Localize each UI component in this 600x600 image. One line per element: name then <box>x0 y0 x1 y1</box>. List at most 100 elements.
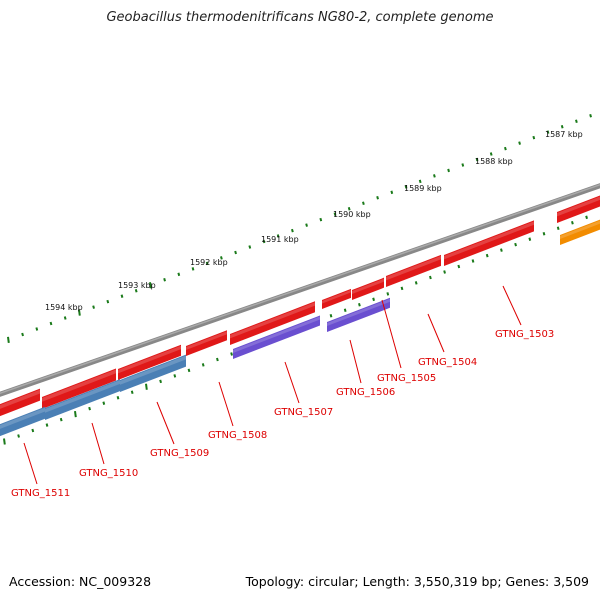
tick-mark <box>471 259 475 263</box>
tick-mark <box>418 179 422 184</box>
tick-label-1591: 1591 kbp <box>261 235 299 244</box>
tick-mark <box>92 305 95 309</box>
tick-mark <box>102 401 106 405</box>
leader-line <box>381 299 402 369</box>
tick-label-1589: 1589 kbp <box>404 184 442 193</box>
gene-feature-shine <box>352 278 384 294</box>
tick-label-1593: 1593 kbp <box>118 281 156 290</box>
tick-mark <box>134 288 138 293</box>
gene-label-gtng-1506[interactable]: GTNG_1506 <box>336 387 395 398</box>
tick-mark <box>333 212 337 216</box>
tick-mark <box>461 163 465 167</box>
tick-mark <box>528 237 532 241</box>
gene-feature <box>0 406 45 437</box>
tick-mark <box>220 256 223 260</box>
gene-feature <box>386 254 441 287</box>
tick-mark <box>514 242 517 247</box>
leader-line <box>502 285 522 326</box>
leader-line <box>218 381 234 427</box>
gene-label-gtng-1508[interactable]: GTNG_1508 <box>208 430 267 441</box>
tick-mark <box>485 253 489 258</box>
tick-mark <box>386 292 390 296</box>
tick-mark <box>443 270 446 274</box>
tick-mark <box>504 146 507 151</box>
gene-feature-shine <box>120 355 186 385</box>
gene-feature <box>327 297 390 332</box>
tick-mark <box>358 303 361 307</box>
tick-mark <box>45 423 49 427</box>
tick-mark <box>187 368 191 373</box>
gene-feature <box>42 368 116 409</box>
tick-mark <box>329 313 333 318</box>
gene-feature <box>118 344 181 380</box>
gene-label-gtng-1510[interactable]: GTNG_1510 <box>79 468 138 479</box>
tick-mark <box>575 119 578 123</box>
label-leader-lines <box>23 285 522 485</box>
gene-label-gtng-1505[interactable]: GTNG_1505 <box>377 373 436 384</box>
tick-mark <box>276 234 280 238</box>
tick-mark <box>362 201 365 206</box>
gene-feature <box>444 220 534 266</box>
gene-feature-shine <box>45 380 120 413</box>
tick-mark <box>589 114 592 118</box>
backbone-line <box>0 183 600 397</box>
leader-line <box>349 339 362 384</box>
tick-mark <box>400 286 404 291</box>
tick-mark <box>149 282 152 289</box>
gene-label-gtng-1507[interactable]: GTNG_1507 <box>274 407 333 418</box>
gene-feature <box>322 288 351 309</box>
gene-label-gtng-1509[interactable]: GTNG_1509 <box>150 448 209 459</box>
tick-mark <box>248 245 252 249</box>
tick-mark <box>88 406 91 411</box>
tick-mark <box>74 410 77 418</box>
gene-feature-shine <box>322 289 351 304</box>
accession-text: Accession: NC_009328 <box>9 574 152 589</box>
gene-feature-orange <box>560 219 600 245</box>
tick-mark <box>305 223 308 227</box>
gene-feature-shine <box>42 369 116 402</box>
tick-mark <box>404 185 408 189</box>
tick-mark <box>191 267 195 271</box>
tick-mark <box>447 168 450 173</box>
gene-feature-shine <box>186 331 227 350</box>
gene-label-gtng-1511[interactable]: GTNG_1511 <box>11 488 70 499</box>
tick-mark <box>49 321 53 326</box>
leader-line <box>427 313 445 353</box>
tick-mark <box>532 135 536 140</box>
tick-mark <box>31 428 35 433</box>
genome-backbone <box>0 183 600 397</box>
tick-mark <box>457 264 461 269</box>
tick-mark <box>429 275 432 280</box>
tick-mark <box>376 196 379 200</box>
tick-mark <box>475 157 479 162</box>
gene-feature <box>557 195 600 223</box>
gene-feature-shine <box>386 255 441 281</box>
tick-mark <box>21 332 24 337</box>
tick-mark <box>347 206 351 211</box>
tick-label-1594: 1594 kbp <box>45 303 83 312</box>
tick-label-1588: 1588 kbp <box>475 157 513 166</box>
gene-feature <box>45 379 120 420</box>
gene-feature-shine <box>118 345 181 374</box>
tick-mark <box>177 272 181 277</box>
tick-mark <box>518 141 521 145</box>
tick-mark <box>230 352 233 356</box>
tick-mark <box>319 217 323 222</box>
tick-mark <box>63 316 67 320</box>
gene-label-gtng-1503[interactable]: GTNG_1503 <box>495 329 554 340</box>
tick-mark <box>159 379 162 384</box>
tick-mark <box>372 297 375 302</box>
tick-mark <box>291 228 294 233</box>
outer-tick-marks <box>7 114 592 344</box>
tick-mark <box>500 248 503 252</box>
gene-feature-shine <box>327 298 390 326</box>
tick-mark <box>120 294 124 298</box>
tick-mark <box>343 308 347 313</box>
gene-feature-orange-shine <box>560 220 600 239</box>
tick-mark <box>17 434 20 438</box>
gene-label-gtng-1504[interactable]: GTNG_1504 <box>418 357 477 368</box>
tick-label-1590: 1590 kbp <box>333 210 371 219</box>
tick-mark <box>433 174 436 178</box>
